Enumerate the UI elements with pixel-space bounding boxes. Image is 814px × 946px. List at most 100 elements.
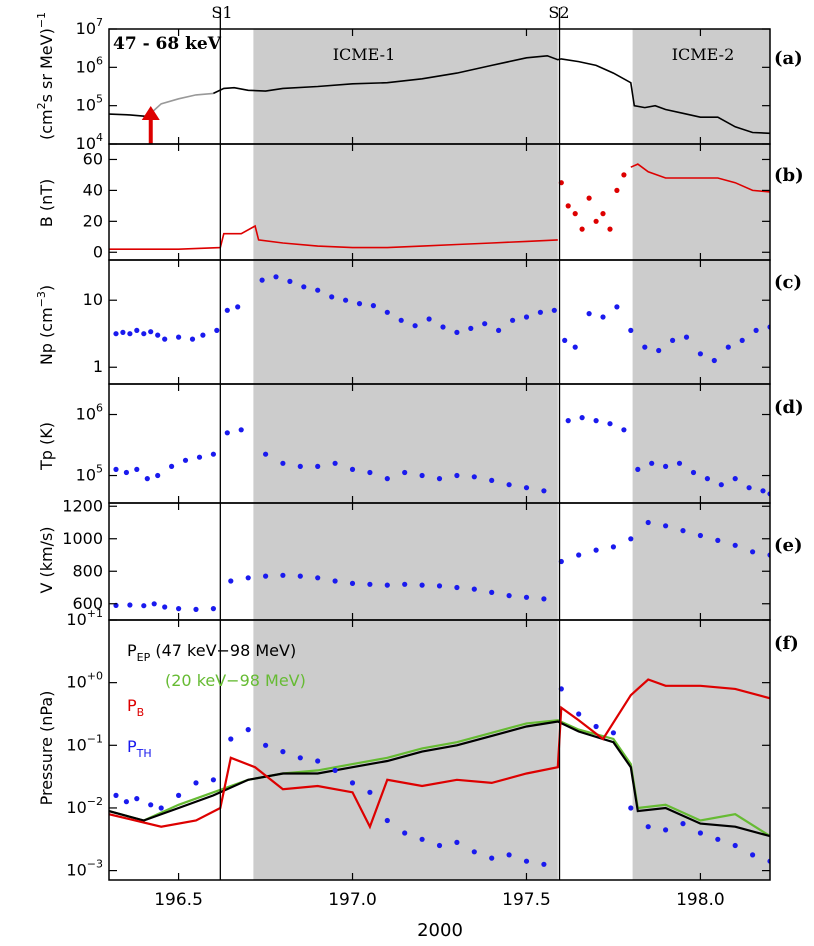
panel-letter-b: (b) [774,165,804,186]
panel-e-series-0-point [315,575,321,581]
panel-c-series-0-point [343,297,349,303]
panel-f-series-3-point [134,796,140,802]
panel-f-series-3-point [628,805,634,811]
panel-f-series-3-point [489,855,495,861]
panel-f-series-3-point [576,711,582,717]
legend-pb: PB [127,696,144,719]
panel-e-series-0-point [297,573,303,579]
panel-c-series-0-point [315,287,321,293]
panel-d-series-0-point [224,430,230,436]
panel-f-series-3-point [315,758,321,764]
ylabel-e: V (km/s) [37,526,56,593]
panel-c-series-0-point [697,351,704,357]
panel-d-series-0-point [144,476,150,482]
panel-c-series-0-point [537,309,544,315]
energy-annotation: 47 - 68 keV [113,34,222,54]
panel-f-series-3-point [113,792,119,799]
panel-c-series-0-point [600,314,606,320]
panel-a-series-0-line [109,113,148,118]
x-tick-label: 197.5 [502,890,551,910]
panel-f-ytick-label: 10−3 [66,858,103,880]
panel-e-series-0-point [367,581,373,587]
panel-d-series-0-point [210,451,216,457]
panel-d-series [113,415,770,497]
legend-pep-20kev: (20 keV−98 MeV) [165,671,306,690]
ylabel-f: Pressure (nPa) [37,691,56,806]
panel-c-series-0-point [162,336,168,342]
panel-f-series-3-point [454,839,460,846]
panel-e-ytick-label: 1000 [62,529,103,548]
panel-f-series-3-point [402,830,408,836]
panel-b-series [109,163,770,250]
panel-c-series-0-point [224,307,230,313]
ylabel-c: Np (cm−3) [35,285,56,365]
panel-c-series-0-point [523,314,530,320]
panel-c-series-0-point [120,329,126,335]
panel-e-series-0-point [162,604,168,610]
panel-d-series-0-point [454,472,460,479]
panel-c-series-0-point [551,307,557,313]
panel-d-series-0-point [113,466,119,472]
x-axis-label: 2000 [417,920,463,941]
panel-e-series-0-point [349,580,356,587]
panel-d-series-0-point [732,476,738,482]
panel-f-frame [108,619,771,881]
panel-c-series-0-point [572,344,578,350]
panel-f-series-3-point [228,736,234,742]
panel-letter-c: (c) [774,272,802,293]
panel-a-ytick-label: 106 [76,54,103,76]
panel-f-series [109,678,770,867]
panel-c-series-0-point [440,324,446,330]
panel-c-series-0-point [384,309,390,315]
panel-d-series-0-point [436,476,443,482]
panel-c-series-0-point [127,331,133,337]
panel-c-series-0-point [370,303,376,309]
panel-f-series-3-point [367,789,373,795]
panel-e-series-0-point [715,537,721,544]
panel-c-series [113,274,770,364]
panel-d-series-0-point [565,418,571,424]
panel-c-series-0-point [259,277,265,283]
panel-e-series-0-point [436,583,443,589]
panel-f-series-3-point [506,852,512,858]
panel-e-series-0-point [210,606,216,612]
panel-f-series-3-point [645,824,651,830]
panel-letter-d: (d) [774,397,804,418]
panel-f-series-3-point [750,852,756,858]
panel-f-series-3-point [523,858,530,864]
panel-c-series-0-point [113,331,119,337]
panel-e-series-0-point [576,552,582,558]
panel-f-series-3-point [193,780,199,786]
panel-c-series-0-point [301,284,307,290]
panel-c-series-0-point [176,334,182,340]
panel-f-series-3-point [541,861,547,867]
panel-f-series-3-point [349,780,356,786]
panel-c-series-0-point [412,323,418,329]
panel-f-series-3-point [697,830,704,836]
panel-f-series-3-point [663,827,669,833]
panel-e-ytick-label: 1200 [62,496,103,515]
panel-d-series-0-point [123,469,129,476]
panel-d-series-0-point [579,415,585,421]
panel-d-series-0-point [419,472,425,479]
s2-label: S2 [548,3,569,22]
panel-b-series-1-point [565,203,571,209]
panel-f-series-3-point [732,842,738,849]
panel-d-series-0-point [607,421,613,427]
shaded-region-2 [632,29,770,880]
panel-d-series-0-point [182,457,189,463]
panel-c-series-0-point [454,329,460,335]
panel-e-series-0-point [280,572,286,578]
panel-e-series-0-point [471,586,477,592]
panel-e-series-0-point [419,582,425,588]
panel-b-series-1-point [607,226,613,232]
panel-d-series-0-point [280,460,286,466]
panel-d-series-0-point [621,427,627,433]
panel-d-series-0-point [541,488,547,494]
icme2-label: ICME-2 [672,45,735,64]
panel-d-series-0-point [718,482,724,488]
panel-c-series-0-point [214,327,220,333]
panel-f-series-3-point [419,836,425,842]
panel-b-series-2-line [630,163,770,193]
